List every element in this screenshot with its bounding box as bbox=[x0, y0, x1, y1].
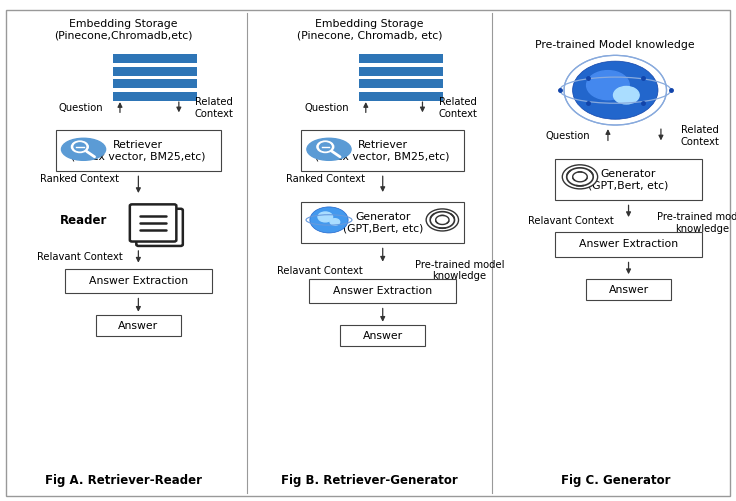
FancyBboxPatch shape bbox=[56, 130, 221, 171]
FancyBboxPatch shape bbox=[153, 92, 197, 101]
Text: Ranked Context: Ranked Context bbox=[286, 174, 365, 184]
FancyBboxPatch shape bbox=[153, 67, 197, 76]
Circle shape bbox=[317, 141, 333, 152]
FancyBboxPatch shape bbox=[153, 55, 197, 64]
FancyBboxPatch shape bbox=[134, 92, 155, 101]
Text: Related
Context: Related Context bbox=[681, 125, 719, 147]
FancyBboxPatch shape bbox=[130, 204, 177, 241]
FancyBboxPatch shape bbox=[113, 67, 134, 76]
FancyBboxPatch shape bbox=[586, 279, 671, 300]
Text: Generator
(GPT,Bert, etc): Generator (GPT,Bert, etc) bbox=[588, 168, 669, 190]
Text: Answer: Answer bbox=[118, 321, 158, 331]
Circle shape bbox=[573, 61, 658, 119]
Text: Answer: Answer bbox=[609, 285, 648, 295]
Text: Ranked Context: Ranked Context bbox=[40, 174, 119, 184]
FancyBboxPatch shape bbox=[340, 325, 425, 346]
FancyBboxPatch shape bbox=[134, 67, 155, 76]
FancyBboxPatch shape bbox=[380, 67, 400, 76]
Text: Retriever
(index vector, BM25,etc): Retriever (index vector, BM25,etc) bbox=[316, 139, 450, 161]
FancyBboxPatch shape bbox=[65, 269, 212, 293]
Text: Question: Question bbox=[59, 103, 103, 113]
Text: Fig B. Retriever-Generator: Fig B. Retriever-Generator bbox=[281, 474, 458, 487]
Ellipse shape bbox=[307, 138, 351, 160]
FancyBboxPatch shape bbox=[6, 10, 730, 496]
Circle shape bbox=[614, 87, 639, 104]
FancyBboxPatch shape bbox=[113, 80, 134, 88]
Circle shape bbox=[71, 141, 88, 152]
Circle shape bbox=[319, 143, 331, 151]
Text: Pre-trained Model knowledge: Pre-trained Model knowledge bbox=[536, 40, 695, 50]
Text: Fig C. Generator: Fig C. Generator bbox=[561, 474, 670, 487]
Text: Relavant Context: Relavant Context bbox=[37, 252, 122, 262]
Text: Answer Extraction: Answer Extraction bbox=[89, 276, 188, 286]
FancyBboxPatch shape bbox=[399, 55, 443, 64]
Text: Answer: Answer bbox=[363, 331, 403, 341]
FancyBboxPatch shape bbox=[359, 55, 380, 64]
Text: Pre-trained model
knowledge: Pre-trained model knowledge bbox=[657, 212, 736, 234]
FancyBboxPatch shape bbox=[555, 159, 702, 200]
FancyBboxPatch shape bbox=[301, 130, 464, 171]
Text: Relavant Context: Relavant Context bbox=[277, 266, 362, 276]
Ellipse shape bbox=[61, 138, 106, 160]
Circle shape bbox=[74, 143, 85, 151]
FancyBboxPatch shape bbox=[399, 80, 443, 88]
FancyBboxPatch shape bbox=[399, 92, 443, 101]
Circle shape bbox=[318, 212, 333, 222]
FancyBboxPatch shape bbox=[359, 80, 380, 88]
Circle shape bbox=[587, 71, 629, 100]
Text: Pre-trained model
knowledge: Pre-trained model knowledge bbox=[414, 260, 504, 282]
FancyBboxPatch shape bbox=[309, 279, 456, 303]
FancyBboxPatch shape bbox=[301, 202, 464, 243]
FancyBboxPatch shape bbox=[134, 55, 155, 64]
FancyBboxPatch shape bbox=[359, 67, 380, 76]
Circle shape bbox=[330, 218, 339, 225]
FancyBboxPatch shape bbox=[136, 209, 183, 246]
Text: Relavant Context: Relavant Context bbox=[528, 216, 614, 226]
FancyBboxPatch shape bbox=[380, 80, 400, 88]
FancyBboxPatch shape bbox=[380, 55, 400, 64]
FancyBboxPatch shape bbox=[153, 80, 197, 88]
FancyBboxPatch shape bbox=[399, 67, 443, 76]
FancyBboxPatch shape bbox=[555, 232, 702, 257]
Text: Fig A. Retriever-Reader: Fig A. Retriever-Reader bbox=[45, 474, 202, 487]
Circle shape bbox=[310, 207, 348, 233]
Text: Answer Extraction: Answer Extraction bbox=[333, 286, 432, 296]
FancyBboxPatch shape bbox=[134, 80, 155, 88]
Text: Question: Question bbox=[305, 103, 349, 113]
Text: Embedding Storage
(Pinecone, Chromadb, etc): Embedding Storage (Pinecone, Chromadb, e… bbox=[297, 19, 442, 41]
FancyBboxPatch shape bbox=[359, 92, 380, 101]
Text: Retriever
(index vector, BM25,etc): Retriever (index vector, BM25,etc) bbox=[71, 139, 205, 161]
Text: Question: Question bbox=[545, 131, 590, 141]
FancyBboxPatch shape bbox=[96, 315, 180, 336]
Text: Related
Context: Related Context bbox=[439, 97, 477, 119]
Text: Answer Extraction: Answer Extraction bbox=[579, 239, 678, 249]
FancyBboxPatch shape bbox=[113, 55, 134, 64]
Text: Reader: Reader bbox=[60, 214, 107, 227]
FancyBboxPatch shape bbox=[113, 92, 134, 101]
Circle shape bbox=[562, 165, 598, 189]
Text: Generator
(GPT,Bert, etc): Generator (GPT,Bert, etc) bbox=[342, 211, 423, 233]
FancyBboxPatch shape bbox=[380, 92, 400, 101]
Text: Related
Context: Related Context bbox=[195, 97, 233, 119]
Text: Embedding Storage
(Pinecone,Chromadb,etc): Embedding Storage (Pinecone,Chromadb,etc… bbox=[54, 19, 193, 41]
Circle shape bbox=[426, 209, 459, 231]
